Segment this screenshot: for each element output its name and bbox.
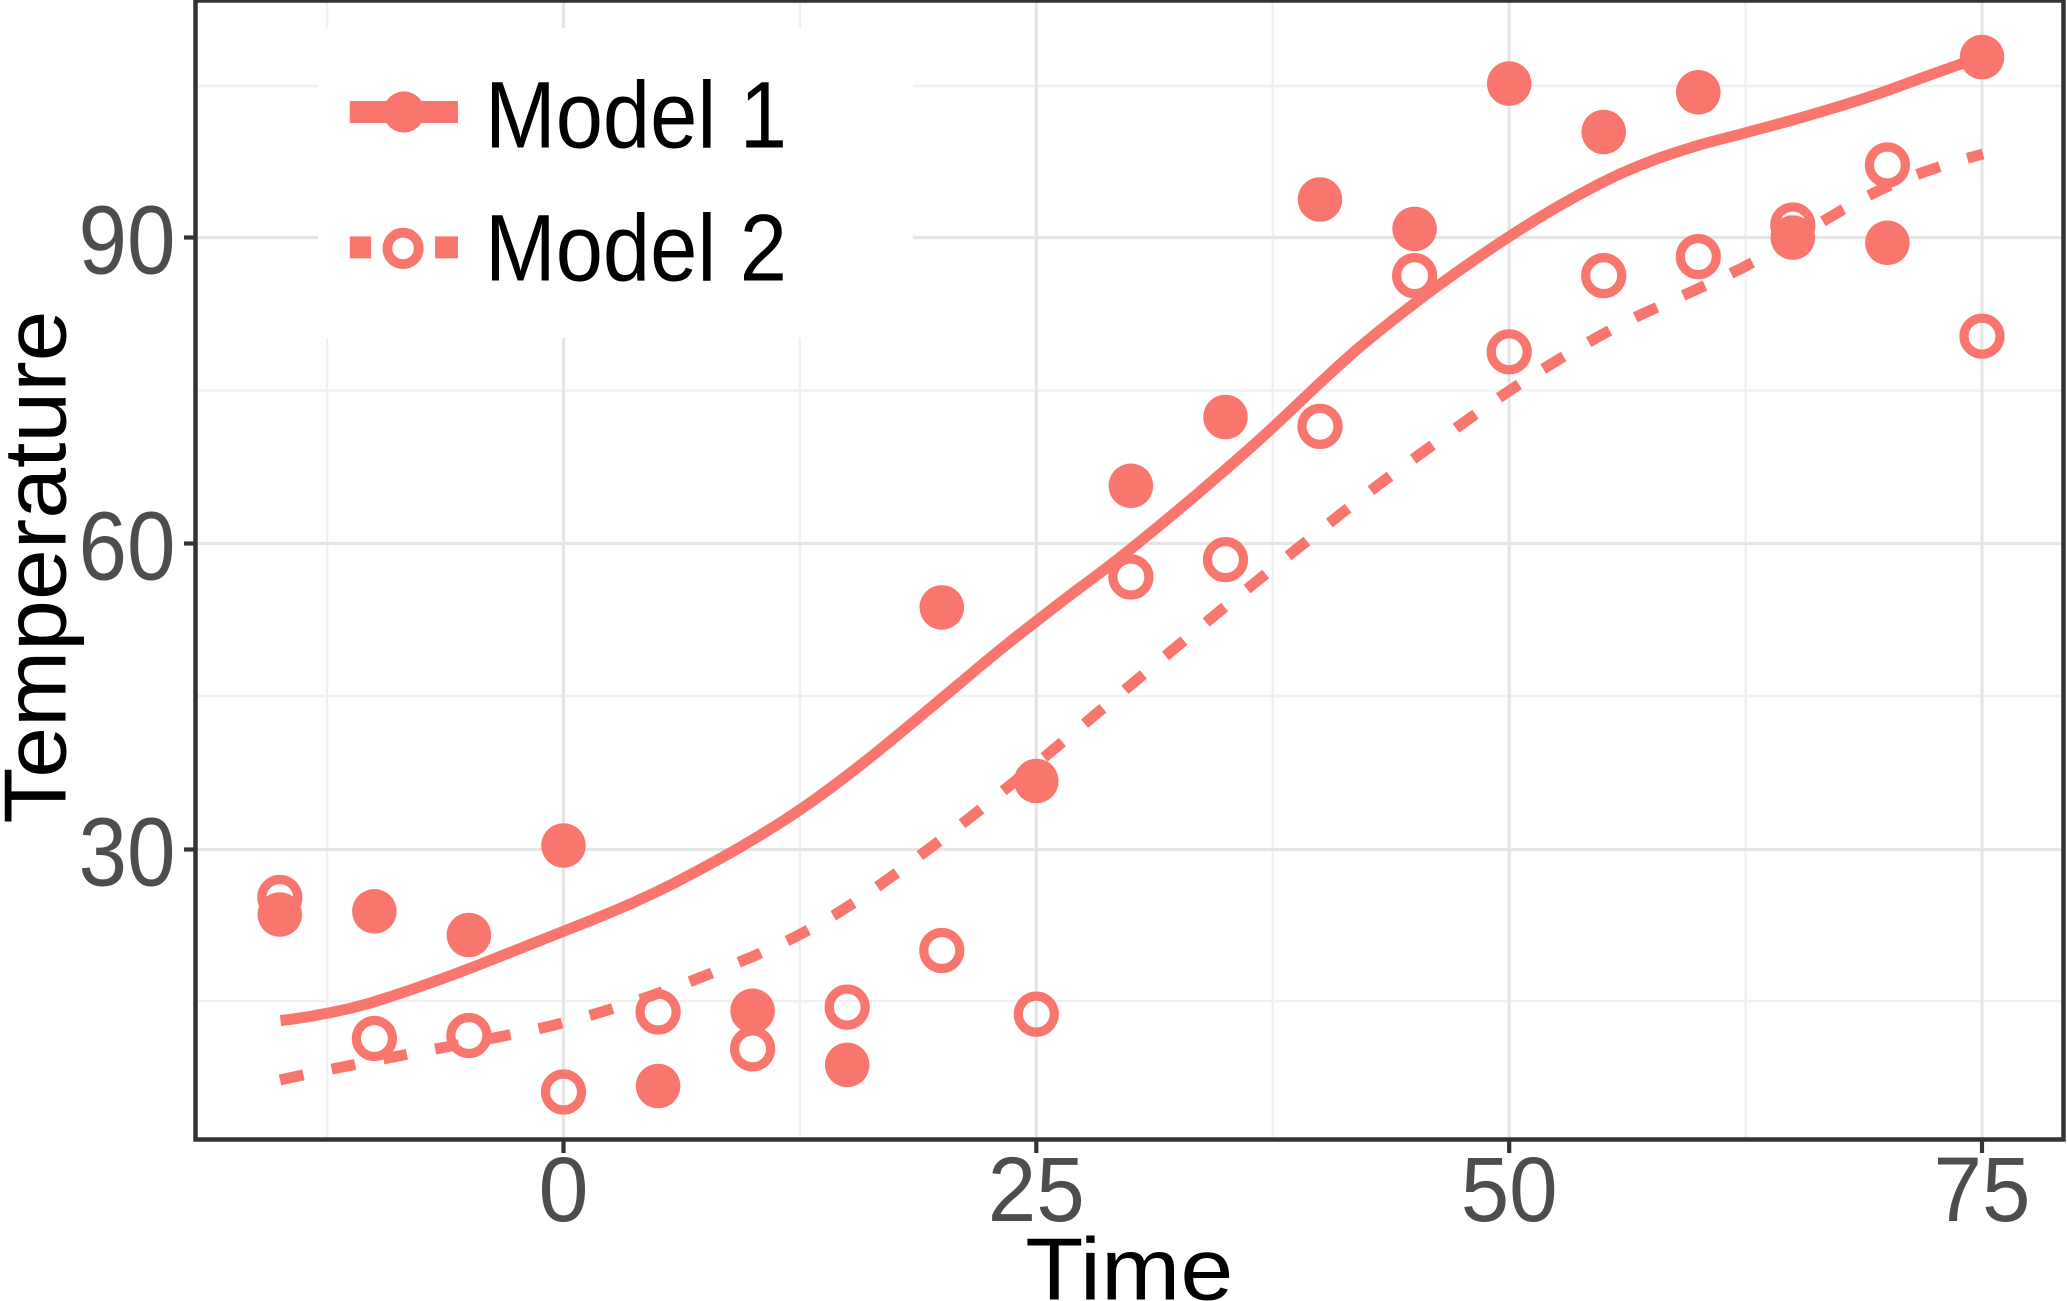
svg-text:60: 60 [79, 492, 176, 601]
svg-text:75: 75 [1934, 1139, 2031, 1241]
svg-text:Model 2: Model 2 [485, 196, 787, 302]
svg-text:Time: Time [1025, 1220, 1233, 1301]
svg-text:30: 30 [79, 798, 176, 907]
svg-text:0: 0 [539, 1139, 589, 1241]
svg-text:Model 1: Model 1 [485, 63, 787, 169]
svg-text:50: 50 [1461, 1139, 1558, 1241]
svg-text:Temperature: Temperature [0, 311, 85, 824]
svg-text:90: 90 [79, 186, 176, 295]
svg-text:25: 25 [988, 1139, 1085, 1241]
